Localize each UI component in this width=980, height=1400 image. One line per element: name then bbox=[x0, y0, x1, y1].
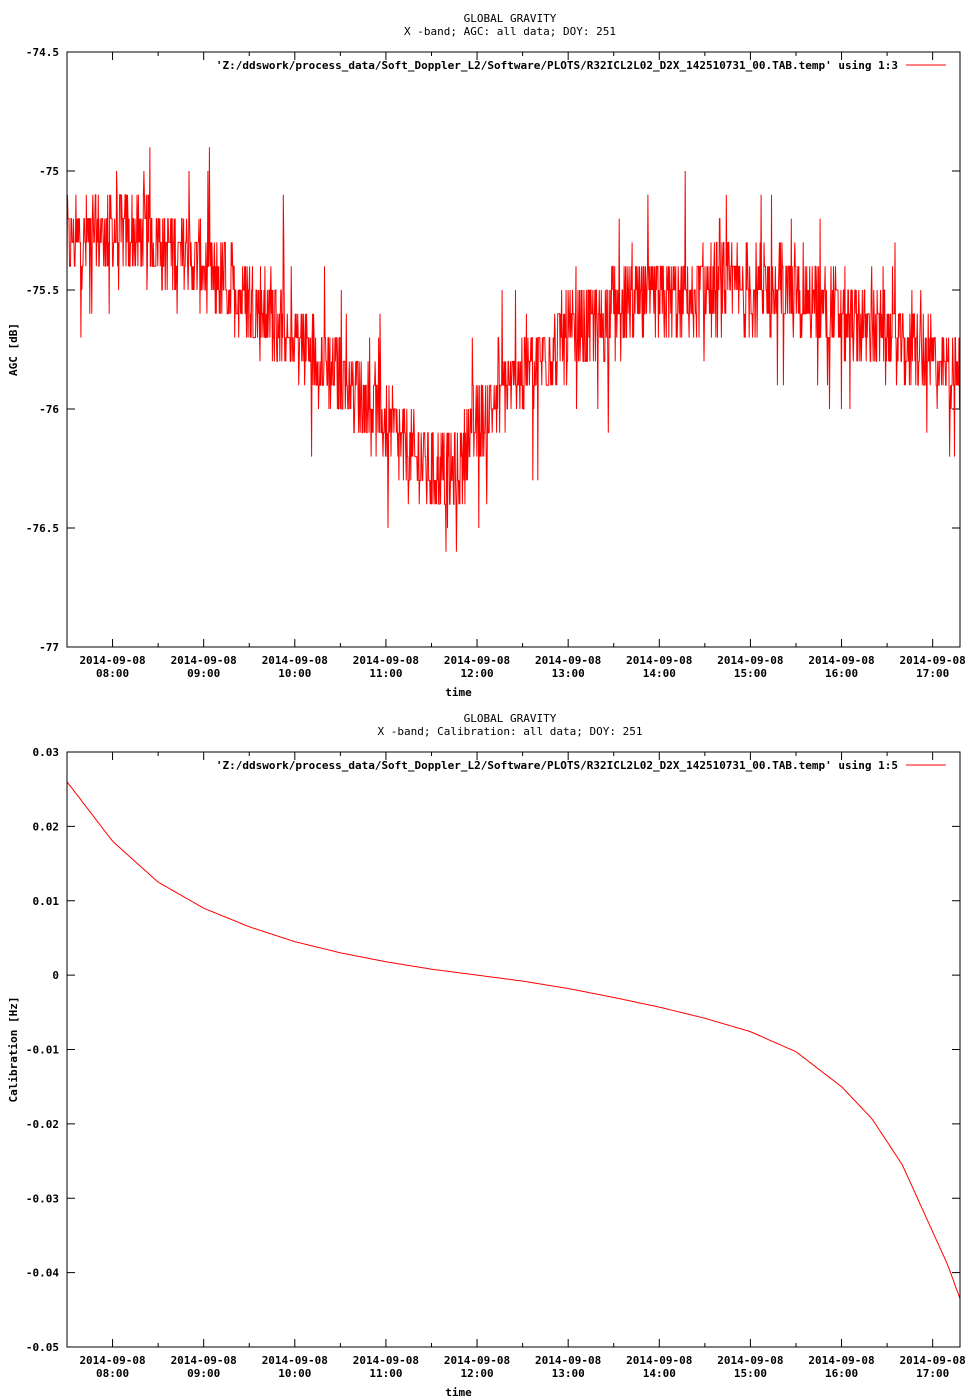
y-tick-label: -0.04 bbox=[26, 1267, 59, 1280]
x-tick-time: 12:00 bbox=[460, 1367, 493, 1380]
x-tick-date: 2014-09-08 bbox=[626, 1354, 692, 1367]
x-tick-date: 2014-09-08 bbox=[171, 654, 237, 667]
x-tick-time: 15:00 bbox=[734, 1367, 767, 1380]
y-tick-label: -74.5 bbox=[26, 46, 59, 59]
x-tick-time: 13:00 bbox=[552, 1367, 585, 1380]
y-tick-label: -0.02 bbox=[26, 1118, 59, 1131]
series-line bbox=[66, 147, 961, 552]
x-tick-time: 08:00 bbox=[96, 1367, 129, 1380]
x-tick-date: 2014-09-08 bbox=[900, 1354, 966, 1367]
y-tick-label: -0.01 bbox=[26, 1044, 59, 1057]
y-tick-label: 0.03 bbox=[33, 746, 60, 759]
x-tick-time: 10:00 bbox=[278, 667, 311, 680]
series-line bbox=[66, 781, 961, 1299]
x-tick-date: 2014-09-08 bbox=[171, 1354, 237, 1367]
x-tick-time: 14:00 bbox=[643, 667, 676, 680]
calibration-chart: GLOBAL GRAVITY X -band; Calibration: all… bbox=[7, 712, 966, 1399]
y-tick-label: -0.05 bbox=[26, 1341, 59, 1354]
y-tick-label: -76.5 bbox=[26, 522, 59, 535]
x-tick-date: 2014-09-08 bbox=[444, 654, 510, 667]
chart-subtitle: X -band; Calibration: all data; DOY: 251 bbox=[378, 725, 643, 738]
agc-chart: GLOBAL GRAVITY X -band; AGC: all data; D… bbox=[7, 12, 966, 699]
x-tick-date: 2014-09-08 bbox=[535, 1354, 601, 1367]
y-axis-label: AGC [dB] bbox=[7, 323, 20, 376]
y-tick-label: -76 bbox=[39, 403, 59, 416]
x-tick-date: 2014-09-08 bbox=[717, 1354, 783, 1367]
x-tick-time: 17:00 bbox=[916, 667, 949, 680]
x-tick-time: 11:00 bbox=[369, 1367, 402, 1380]
plot-frame bbox=[66, 751, 961, 1348]
x-tick-date: 2014-09-08 bbox=[535, 654, 601, 667]
axis-ticks: -74.5-75-75.5-76-76.5-772014-09-0808:002… bbox=[26, 46, 966, 680]
x-tick-date: 2014-09-08 bbox=[717, 654, 783, 667]
y-tick-label: -75.5 bbox=[26, 284, 59, 297]
x-tick-time: 13:00 bbox=[552, 667, 585, 680]
x-tick-date: 2014-09-08 bbox=[262, 654, 328, 667]
x-tick-date: 2014-09-08 bbox=[626, 654, 692, 667]
x-tick-time: 09:00 bbox=[187, 1367, 220, 1380]
legend-label: 'Z:/ddswork/process_data/Soft_Doppler_L2… bbox=[216, 59, 898, 72]
series-layer bbox=[66, 147, 961, 552]
y-tick-label: 0.01 bbox=[33, 895, 60, 908]
y-tick-label: -75 bbox=[39, 165, 59, 178]
y-tick-label: -77 bbox=[39, 641, 59, 654]
x-tick-time: 16:00 bbox=[825, 1367, 858, 1380]
legend-label: 'Z:/ddswork/process_data/Soft_Doppler_L2… bbox=[216, 759, 898, 772]
plot-frame bbox=[66, 51, 961, 648]
y-tick-label: -0.03 bbox=[26, 1192, 59, 1205]
x-tick-date: 2014-09-08 bbox=[262, 1354, 328, 1367]
axis-ticks: 0.03 0.02 0.01 0 -0.01 -0.02 -0.03 -0.04 -0.05 20… bbox=[26, 746, 966, 1380]
x-tick-time: 14:00 bbox=[643, 1367, 676, 1380]
x-axis-label: time bbox=[445, 1386, 472, 1399]
x-tick-time: 12:00 bbox=[460, 667, 493, 680]
y-axis-label: Calibration [Hz] bbox=[7, 997, 20, 1103]
x-axis-label: time bbox=[445, 686, 472, 699]
y-tick-label: 0 bbox=[52, 969, 59, 982]
x-tick-time: 17:00 bbox=[916, 1367, 949, 1380]
chart-title: GLOBAL GRAVITY bbox=[464, 12, 557, 25]
x-tick-time: 10:00 bbox=[278, 1367, 311, 1380]
x-tick-date: 2014-09-08 bbox=[79, 1354, 145, 1367]
x-tick-date: 2014-09-08 bbox=[353, 1354, 419, 1367]
y-tick-label: 0.02 bbox=[33, 820, 60, 833]
chart-subtitle: X -band; AGC: all data; DOY: 251 bbox=[404, 25, 616, 38]
chart-title: GLOBAL GRAVITY bbox=[464, 712, 557, 725]
x-tick-date: 2014-09-08 bbox=[900, 654, 966, 667]
x-tick-time: 09:00 bbox=[187, 667, 220, 680]
x-tick-time: 16:00 bbox=[825, 667, 858, 680]
x-tick-date: 2014-09-08 bbox=[353, 654, 419, 667]
x-tick-time: 08:00 bbox=[96, 667, 129, 680]
x-tick-date: 2014-09-08 bbox=[444, 1354, 510, 1367]
x-tick-date: 2014-09-08 bbox=[79, 654, 145, 667]
x-tick-time: 15:00 bbox=[734, 667, 767, 680]
x-tick-date: 2014-09-08 bbox=[808, 1354, 874, 1367]
x-tick-time: 11:00 bbox=[369, 667, 402, 680]
series-layer bbox=[66, 781, 961, 1299]
x-tick-date: 2014-09-08 bbox=[808, 654, 874, 667]
